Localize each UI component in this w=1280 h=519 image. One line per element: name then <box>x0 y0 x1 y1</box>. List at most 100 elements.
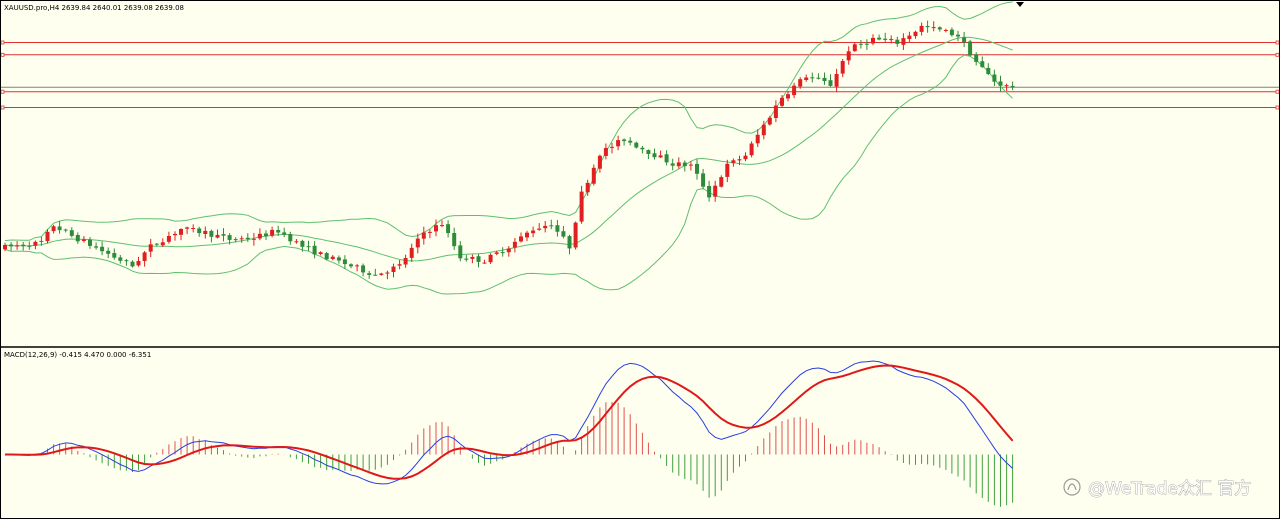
candle[interactable] <box>355 263 360 272</box>
candle[interactable] <box>9 242 14 251</box>
candle[interactable] <box>956 30 960 42</box>
candle[interactable] <box>901 33 906 50</box>
candle[interactable] <box>506 246 511 257</box>
candle[interactable] <box>968 39 973 57</box>
candle[interactable] <box>203 226 208 239</box>
candle[interactable] <box>822 72 827 85</box>
candle[interactable] <box>725 159 730 183</box>
candle[interactable] <box>652 148 657 160</box>
candle[interactable] <box>282 227 287 238</box>
candle[interactable] <box>21 242 26 251</box>
candle[interactable] <box>670 158 675 171</box>
candle[interactable] <box>828 74 833 87</box>
candle[interactable] <box>840 59 845 78</box>
candle[interactable] <box>1004 83 1009 91</box>
macd-panel[interactable] <box>4 360 1014 507</box>
candle[interactable] <box>889 35 894 44</box>
candle[interactable] <box>306 240 311 252</box>
candle[interactable] <box>1010 81 1015 91</box>
candle[interactable] <box>494 250 499 256</box>
candle[interactable] <box>391 263 396 278</box>
candle[interactable] <box>858 39 863 49</box>
candle[interactable] <box>913 30 918 39</box>
candle[interactable] <box>336 255 341 264</box>
candle[interactable] <box>573 221 578 250</box>
candle[interactable] <box>755 129 760 147</box>
candle[interactable] <box>294 239 299 244</box>
candle[interactable] <box>361 263 366 277</box>
candle[interactable] <box>173 231 177 241</box>
candle[interactable] <box>197 226 202 237</box>
candle[interactable] <box>974 52 979 66</box>
level-handle[interactable] <box>0 52 5 57</box>
candle[interactable] <box>597 154 602 173</box>
candle[interactable] <box>525 230 529 242</box>
candle[interactable] <box>616 135 621 151</box>
candle[interactable] <box>591 164 596 186</box>
candle[interactable] <box>367 270 372 279</box>
candle[interactable] <box>3 242 7 252</box>
candle[interactable] <box>549 219 554 230</box>
level-handle[interactable] <box>0 89 5 94</box>
candle[interactable] <box>88 237 92 249</box>
candle[interactable] <box>324 251 329 260</box>
candle[interactable] <box>276 225 281 236</box>
candle[interactable] <box>731 158 736 167</box>
candle[interactable] <box>27 241 32 250</box>
level-handle[interactable] <box>1275 89 1280 94</box>
candle[interactable] <box>421 226 426 245</box>
candle[interactable] <box>191 224 196 233</box>
candle[interactable] <box>75 232 80 244</box>
candle[interactable] <box>239 235 244 243</box>
candle[interactable] <box>852 42 857 52</box>
candle[interactable] <box>130 260 135 268</box>
candle[interactable] <box>943 28 948 33</box>
candle[interactable] <box>160 238 165 248</box>
candle[interactable] <box>949 27 954 37</box>
candle[interactable] <box>871 34 875 46</box>
candle[interactable] <box>179 228 183 241</box>
level-handle[interactable] <box>1275 52 1280 57</box>
candle[interactable] <box>986 63 991 76</box>
candle[interactable] <box>519 232 523 243</box>
candle[interactable] <box>427 229 432 239</box>
candle[interactable] <box>610 142 614 154</box>
candle[interactable] <box>94 242 99 250</box>
candle[interactable] <box>227 233 232 245</box>
candle[interactable] <box>792 82 797 99</box>
candle[interactable] <box>33 240 38 250</box>
candle[interactable] <box>154 243 159 247</box>
candle[interactable] <box>142 251 147 267</box>
candle[interactable] <box>798 77 803 89</box>
candle[interactable] <box>561 226 566 239</box>
candle[interactable] <box>676 157 681 169</box>
candle[interactable] <box>482 259 487 264</box>
candle[interactable] <box>45 229 50 244</box>
candle[interactable] <box>907 31 912 42</box>
candle[interactable] <box>251 232 256 246</box>
candle[interactable] <box>446 220 451 238</box>
candle[interactable] <box>816 73 821 80</box>
candle[interactable] <box>148 238 153 258</box>
candle[interactable] <box>567 234 572 255</box>
candle[interactable] <box>628 137 633 146</box>
candle[interactable] <box>603 143 608 160</box>
candle[interactable] <box>980 56 985 68</box>
candle[interactable] <box>895 36 900 47</box>
candle[interactable] <box>585 179 590 196</box>
candle[interactable] <box>682 160 687 172</box>
candle[interactable] <box>385 270 390 280</box>
candle[interactable] <box>452 227 457 250</box>
candle[interactable] <box>245 233 250 242</box>
candle[interactable] <box>470 254 475 264</box>
candle[interactable] <box>124 258 129 266</box>
candle[interactable] <box>51 224 56 234</box>
candle[interactable] <box>318 251 323 256</box>
level-handle[interactable] <box>0 40 5 45</box>
level-handle[interactable] <box>1275 40 1280 45</box>
candle[interactable] <box>761 120 766 140</box>
level-handle[interactable] <box>1275 105 1280 110</box>
candle[interactable] <box>81 236 86 243</box>
candle[interactable] <box>537 223 542 231</box>
